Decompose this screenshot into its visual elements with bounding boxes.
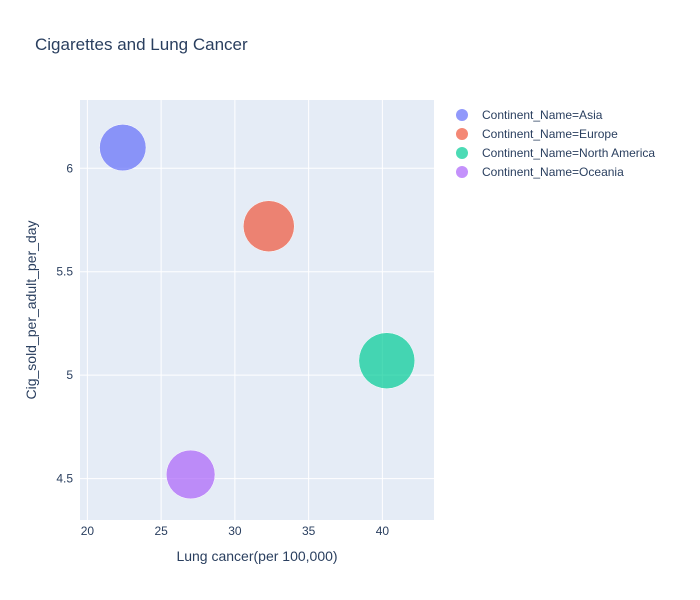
- legend-marker: [456, 147, 468, 159]
- chart-title: Cigarettes and Lung Cancer: [35, 35, 248, 54]
- x-tick-label: 30: [228, 524, 242, 538]
- x-tick-labels: 20 25 30 35 40: [81, 524, 390, 538]
- legend-item[interactable]: Continent_Name=North America: [456, 146, 655, 160]
- plot-area: [80, 100, 434, 520]
- y-tick-label: 5: [66, 368, 73, 382]
- marker-north-america[interactable]: [358, 332, 416, 389]
- legend-marker: [456, 109, 468, 121]
- legend-label: Continent_Name=Oceania: [482, 165, 624, 179]
- y-tick-label: 6: [66, 161, 73, 175]
- y-tick-label: 5.5: [56, 265, 73, 279]
- legend-marker: [456, 166, 468, 178]
- marker-asia[interactable]: [99, 124, 147, 172]
- x-tick-label: 40: [376, 524, 390, 538]
- marker-oceania[interactable]: [165, 449, 216, 500]
- x-tick-label: 20: [81, 524, 95, 538]
- legend-item[interactable]: Continent_Name=Asia: [456, 108, 603, 122]
- legend[interactable]: Continent_Name=Asia Continent_Name=Europe…: [456, 108, 655, 179]
- y-tick-label: 4.5: [56, 472, 73, 486]
- x-tick-label: 25: [154, 524, 168, 538]
- legend-label: Continent_Name=Asia: [482, 108, 603, 122]
- x-axis-title: Lung cancer(per 100,000): [176, 548, 337, 564]
- legend-label: Continent_Name=North America: [482, 146, 655, 160]
- x-tick-label: 35: [302, 524, 316, 538]
- legend-item[interactable]: Continent_Name=Europe: [456, 127, 618, 141]
- legend-item[interactable]: Continent_Name=Oceania: [456, 165, 624, 179]
- legend-marker: [456, 128, 468, 140]
- y-axis-title: Cig_sold_per_adult_per_day: [23, 220, 39, 399]
- marker-europe[interactable]: [243, 200, 295, 252]
- y-tick-labels: 4.5 5 5.5 6: [56, 161, 73, 485]
- x-gridlines: [86, 100, 383, 520]
- legend-label: Continent_Name=Europe: [482, 127, 618, 141]
- data-markers: [99, 124, 416, 500]
